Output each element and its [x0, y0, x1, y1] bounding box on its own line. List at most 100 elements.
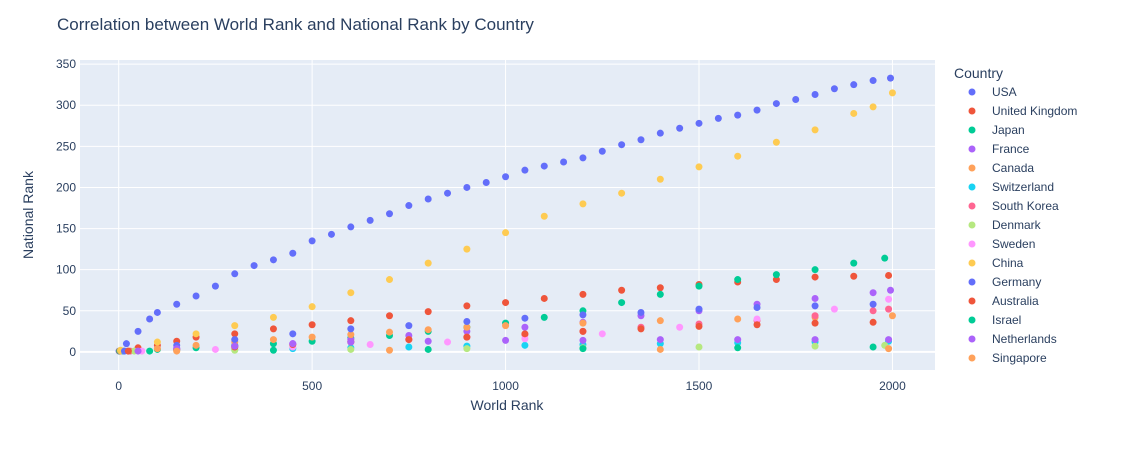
data-point — [714, 114, 722, 122]
chart-title: Correlation between World Rank and Natio… — [57, 15, 534, 34]
data-point — [637, 325, 645, 333]
data-point — [153, 308, 161, 316]
legend-item[interactable]: Canada — [968, 161, 1035, 175]
y-tick-label: 100 — [56, 263, 76, 277]
legend-title: Country — [954, 65, 1003, 81]
y-tick-label: 250 — [56, 139, 76, 153]
data-point — [695, 322, 703, 330]
data-point — [366, 341, 374, 349]
data-point — [888, 89, 896, 97]
data-point — [869, 103, 877, 111]
legend-item[interactable]: Sweden — [968, 237, 1036, 251]
data-point — [231, 336, 239, 344]
data-point — [366, 216, 374, 224]
data-point — [888, 312, 896, 320]
data-point — [830, 305, 838, 313]
data-point — [734, 315, 742, 323]
legend-item[interactable]: Denmark — [968, 218, 1042, 232]
data-point — [463, 345, 471, 353]
data-point — [869, 77, 877, 85]
data-point — [540, 162, 548, 170]
legend-marker — [968, 240, 976, 248]
data-point — [869, 300, 877, 308]
data-point — [869, 307, 877, 315]
data-point — [482, 179, 490, 187]
data-point — [540, 294, 548, 302]
data-point — [811, 273, 819, 281]
data-point — [811, 91, 819, 99]
data-point — [521, 323, 529, 331]
data-point — [192, 292, 200, 300]
legend-item[interactable]: South Korea — [968, 199, 1060, 213]
legend-label: USA — [992, 85, 1017, 99]
legend[interactable]: USA United Kingdom Japan France Canada Switze… — [968, 85, 1078, 365]
legend-label: Netherlands — [992, 332, 1057, 346]
legend-item[interactable]: Israel — [968, 313, 1022, 327]
data-point — [811, 312, 819, 320]
data-point — [656, 317, 664, 325]
legend-label: Japan — [992, 123, 1025, 137]
data-point — [521, 330, 529, 338]
data-point — [869, 343, 877, 351]
data-point — [327, 230, 335, 238]
data-point — [811, 294, 819, 302]
data-point — [881, 254, 889, 262]
legend-item[interactable]: Netherlands — [968, 332, 1057, 346]
legend-item[interactable]: France — [968, 142, 1030, 156]
x-tick-labels: 0 500 1000 1500 2000 — [115, 379, 906, 393]
data-point — [637, 136, 645, 144]
data-point — [540, 212, 548, 220]
data-point — [211, 282, 219, 290]
data-point — [502, 299, 510, 307]
legend-label: France — [992, 142, 1030, 156]
data-point — [424, 195, 432, 203]
data-point — [579, 154, 587, 162]
legend-label: South Korea — [992, 199, 1059, 213]
legend-item[interactable]: Australia — [968, 294, 1040, 308]
y-tick-labels: 0 50 100 150 200 250 300 350 — [56, 57, 76, 359]
data-point — [347, 325, 355, 333]
data-points — [115, 74, 896, 355]
data-point — [792, 95, 800, 103]
data-point — [405, 322, 413, 330]
data-point — [424, 308, 432, 316]
legend-item[interactable]: Singapore — [968, 351, 1048, 365]
x-tick-label: 2000 — [879, 379, 906, 393]
legend-item[interactable]: Germany — [968, 275, 1042, 289]
data-point — [656, 336, 664, 344]
legend-marker — [968, 316, 976, 324]
data-point — [289, 330, 297, 338]
legend-label: Singapore — [992, 351, 1047, 365]
legend-item[interactable]: China — [968, 256, 1024, 270]
data-point — [173, 300, 181, 308]
legend-marker — [968, 145, 976, 153]
data-point — [211, 345, 219, 353]
data-point — [269, 256, 277, 264]
legend-item[interactable]: USA — [968, 85, 1017, 99]
data-point — [308, 321, 316, 329]
data-point — [463, 323, 471, 331]
data-point — [231, 330, 239, 338]
data-point — [269, 313, 277, 321]
legend-marker — [968, 164, 976, 172]
data-point — [772, 271, 780, 279]
data-point — [153, 338, 161, 346]
data-point — [695, 305, 703, 313]
legend-item[interactable]: United Kingdom — [968, 104, 1078, 118]
data-point — [579, 200, 587, 208]
legend-item[interactable]: Japan — [968, 123, 1025, 137]
data-point — [444, 189, 452, 197]
data-point — [811, 302, 819, 310]
data-point — [695, 282, 703, 290]
legend-item[interactable]: Switzerland — [968, 180, 1055, 194]
data-point — [579, 290, 587, 298]
data-point — [772, 276, 780, 284]
data-point — [269, 336, 277, 344]
data-point — [772, 138, 780, 146]
data-point — [695, 119, 703, 127]
y-tick-label: 200 — [56, 180, 76, 194]
data-point — [811, 336, 819, 344]
series-usa — [115, 74, 895, 355]
data-point — [637, 308, 645, 316]
